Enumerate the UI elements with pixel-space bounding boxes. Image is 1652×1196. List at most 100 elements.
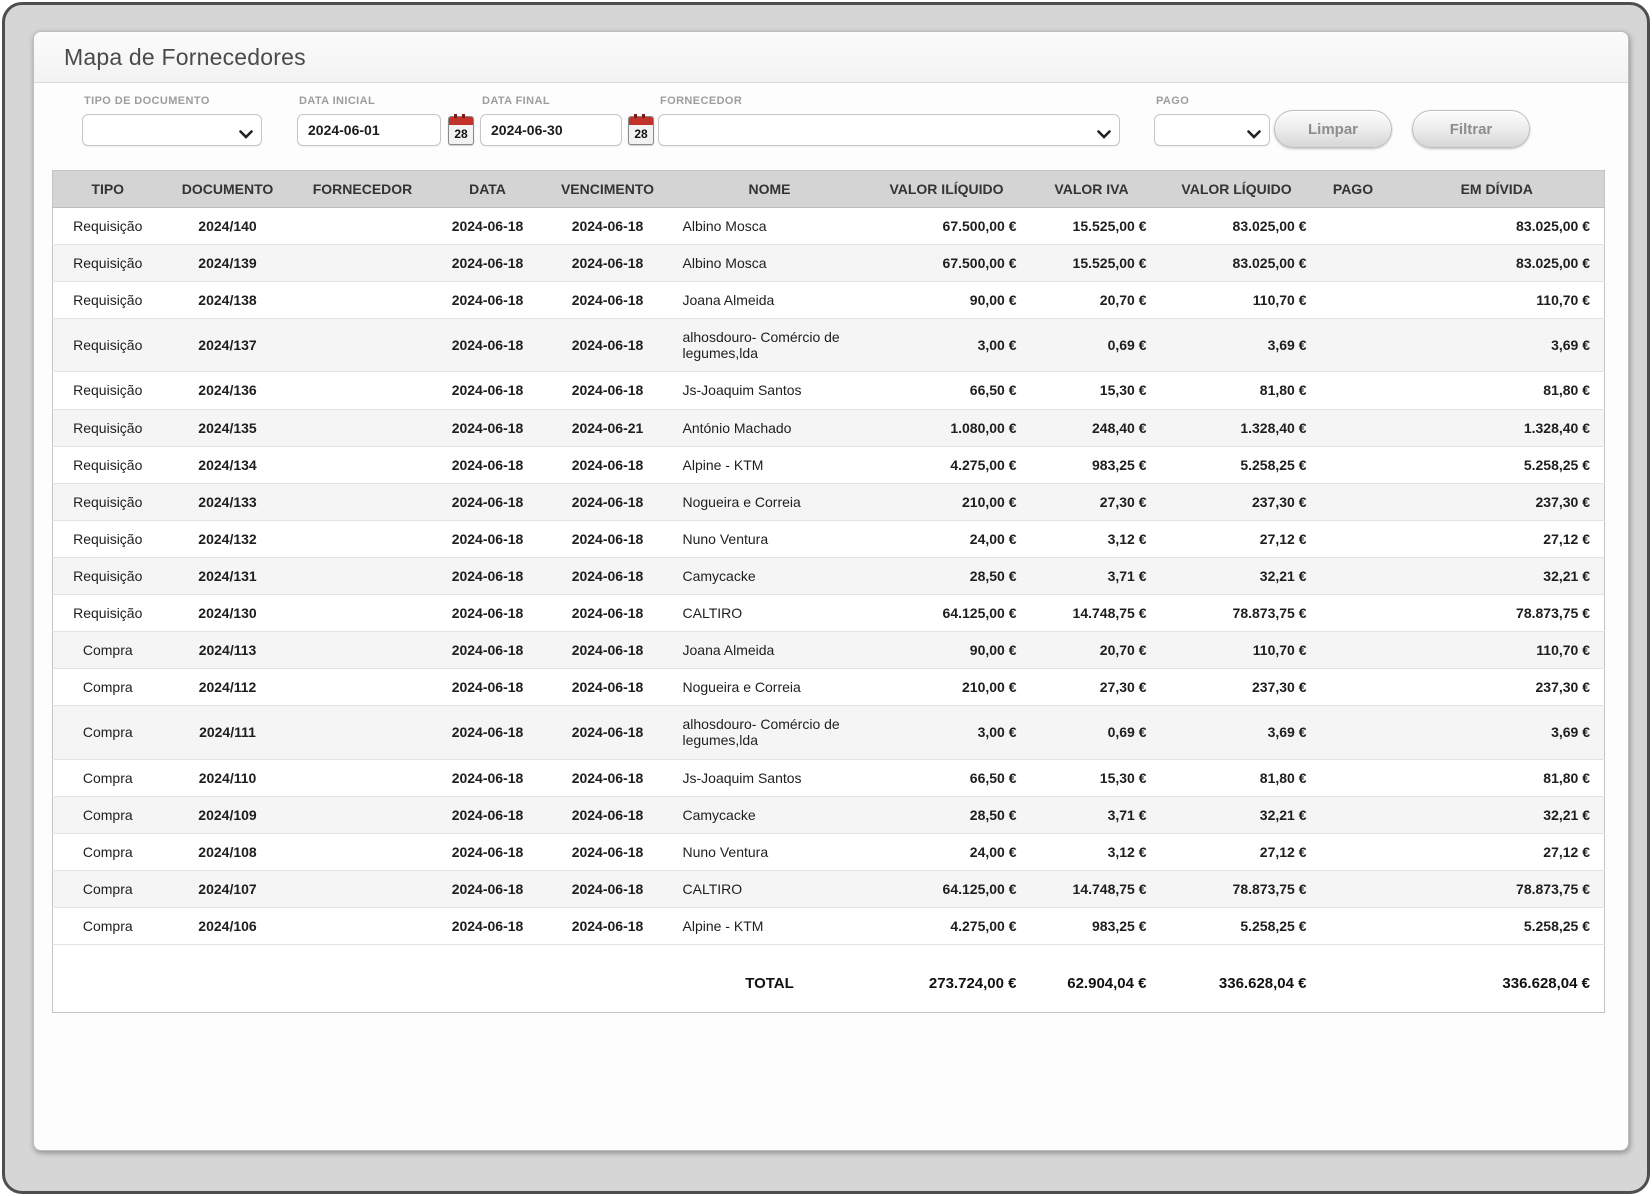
table-row[interactable]: Requisição2024/1372024-06-182024-06-18al… <box>53 319 1605 372</box>
cell-pago <box>1317 319 1390 372</box>
tipo-documento-select[interactable] <box>82 114 262 146</box>
cell-fornecedor <box>293 796 433 833</box>
tipo-documento-label: TIPO DE DOCUMENTO <box>84 95 262 107</box>
cell-pago <box>1317 833 1390 870</box>
limpar-button[interactable]: Limpar <box>1274 110 1392 148</box>
cell-pago <box>1317 796 1390 833</box>
table-wrapper: TIPODOCUMENTOFORNECEDORDATAVENCIMENTONOM… <box>34 164 1628 1013</box>
cell-data: 2024-06-18 <box>433 557 543 594</box>
table-row[interactable]: Requisição2024/1402024-06-182024-06-18Al… <box>53 208 1605 245</box>
cell-valor_liquido: 83.025,00 € <box>1157 245 1317 282</box>
total-cell-fornecedor <box>293 944 433 1012</box>
data-final-input[interactable] <box>480 114 622 146</box>
cell-data: 2024-06-18 <box>433 669 543 706</box>
table-row[interactable]: Compra2024/1082024-06-182024-06-18Nuno V… <box>53 833 1605 870</box>
cell-nome: CALTIRO <box>673 595 867 632</box>
column-header-valor_liquido: VALOR LÍQUIDO <box>1157 171 1317 208</box>
cell-data: 2024-06-18 <box>433 907 543 944</box>
cell-valor_liquido: 110,70 € <box>1157 632 1317 669</box>
cell-valor_iva: 14.748,75 € <box>1027 595 1157 632</box>
data-final-label: DATA FINAL <box>482 95 622 107</box>
data-inicial-input[interactable] <box>297 114 441 146</box>
table-row[interactable]: Requisição2024/1392024-06-182024-06-18Al… <box>53 245 1605 282</box>
cell-data: 2024-06-18 <box>433 208 543 245</box>
cell-valor_iliquido: 28,50 € <box>867 557 1027 594</box>
table-row[interactable]: Compra2024/1092024-06-182024-06-18Camyca… <box>53 796 1605 833</box>
table-row[interactable]: Requisição2024/1382024-06-182024-06-18Jo… <box>53 282 1605 319</box>
cell-valor_iva: 15,30 € <box>1027 372 1157 409</box>
table-row[interactable]: Requisição2024/1362024-06-182024-06-18Js… <box>53 372 1605 409</box>
column-header-valor_iva: VALOR IVA <box>1027 171 1157 208</box>
cell-documento: 2024/131 <box>163 557 293 594</box>
column-header-data: DATA <box>433 171 543 208</box>
table-row[interactable]: Requisição2024/1312024-06-182024-06-18Ca… <box>53 557 1605 594</box>
cell-tipo: Compra <box>53 669 163 706</box>
cell-documento: 2024/111 <box>163 706 293 759</box>
calendar-icon[interactable]: 28 <box>628 116 654 145</box>
cell-fornecedor <box>293 409 433 446</box>
cell-fornecedor <box>293 319 433 372</box>
cell-nome: Alpine - KTM <box>673 446 867 483</box>
cell-fornecedor <box>293 483 433 520</box>
cell-valor_iva: 3,71 € <box>1027 796 1157 833</box>
suppliers-table: TIPODOCUMENTOFORNECEDORDATAVENCIMENTONOM… <box>52 170 1605 1013</box>
cell-valor_iliquido: 66,50 € <box>867 372 1027 409</box>
column-header-vencimento: VENCIMENTO <box>543 171 673 208</box>
cell-tipo: Requisição <box>53 208 163 245</box>
table-row[interactable]: Compra2024/1102024-06-182024-06-18Js-Joa… <box>53 759 1605 796</box>
column-header-pago: PAGO <box>1317 171 1390 208</box>
filtrar-button[interactable]: Filtrar <box>1412 110 1530 148</box>
cell-pago <box>1317 595 1390 632</box>
cell-data: 2024-06-18 <box>433 706 543 759</box>
table-row[interactable]: Requisição2024/1322024-06-182024-06-18Nu… <box>53 520 1605 557</box>
cell-documento: 2024/133 <box>163 483 293 520</box>
cell-vencimento: 2024-06-18 <box>543 595 673 632</box>
cell-tipo: Requisição <box>53 319 163 372</box>
cell-documento: 2024/109 <box>163 796 293 833</box>
cell-nome: Nogueira e Correia <box>673 669 867 706</box>
cell-nome: CALTIRO <box>673 870 867 907</box>
table-row[interactable]: Compra2024/1122024-06-182024-06-18Noguei… <box>53 669 1605 706</box>
table-row[interactable]: Requisição2024/1302024-06-182024-06-18CA… <box>53 595 1605 632</box>
cell-fornecedor <box>293 595 433 632</box>
cell-nome: alhosdouro- Comércio de legumes,lda <box>673 319 867 372</box>
table-row[interactable]: Compra2024/1072024-06-182024-06-18CALTIR… <box>53 870 1605 907</box>
pago-select[interactable] <box>1154 114 1270 146</box>
table-row[interactable]: Compra2024/1112024-06-182024-06-18alhosd… <box>53 706 1605 759</box>
cell-vencimento: 2024-06-18 <box>543 208 673 245</box>
column-header-em_divida: EM DÍVIDA <box>1390 171 1605 208</box>
cell-tipo: Requisição <box>53 282 163 319</box>
cell-tipo: Compra <box>53 759 163 796</box>
cell-fornecedor <box>293 632 433 669</box>
column-header-valor_iliquido: VALOR ILÍQUIDO <box>867 171 1027 208</box>
cell-vencimento: 2024-06-18 <box>543 669 673 706</box>
table-row[interactable]: Requisição2024/1352024-06-182024-06-21An… <box>53 409 1605 446</box>
cell-valor_iliquido: 210,00 € <box>867 669 1027 706</box>
cell-valor_iva: 14.748,75 € <box>1027 870 1157 907</box>
calendar-icon[interactable]: 28 <box>448 116 474 145</box>
cell-pago <box>1317 557 1390 594</box>
table-row[interactable]: Compra2024/1062024-06-182024-06-18Alpine… <box>53 907 1605 944</box>
table-row[interactable]: Requisição2024/1342024-06-182024-06-18Al… <box>53 446 1605 483</box>
fornecedor-select[interactable] <box>658 114 1120 146</box>
cell-em_divida: 32,21 € <box>1390 557 1605 594</box>
cell-fornecedor <box>293 372 433 409</box>
cell-vencimento: 2024-06-18 <box>543 446 673 483</box>
cell-fornecedor <box>293 706 433 759</box>
cell-data: 2024-06-18 <box>433 245 543 282</box>
pago-label: PAGO <box>1156 95 1270 107</box>
cell-fornecedor <box>293 282 433 319</box>
cell-valor_liquido: 83.025,00 € <box>1157 208 1317 245</box>
cell-nome: Js-Joaquim Santos <box>673 372 867 409</box>
cell-fornecedor <box>293 870 433 907</box>
cell-vencimento: 2024-06-18 <box>543 870 673 907</box>
cell-valor_iliquido: 1.080,00 € <box>867 409 1027 446</box>
cell-pago <box>1317 446 1390 483</box>
total-cell-valor_iliquido: 273.724,00 € <box>867 944 1027 1012</box>
cell-em_divida: 3,69 € <box>1390 319 1605 372</box>
table-row[interactable]: Compra2024/1132024-06-182024-06-18Joana … <box>53 632 1605 669</box>
cell-vencimento: 2024-06-18 <box>543 372 673 409</box>
table-row[interactable]: Requisição2024/1332024-06-182024-06-18No… <box>53 483 1605 520</box>
app-window: Mapa de Fornecedores TIPO DE DOCUMENTO D… <box>2 2 1650 1194</box>
cell-data: 2024-06-18 <box>433 632 543 669</box>
